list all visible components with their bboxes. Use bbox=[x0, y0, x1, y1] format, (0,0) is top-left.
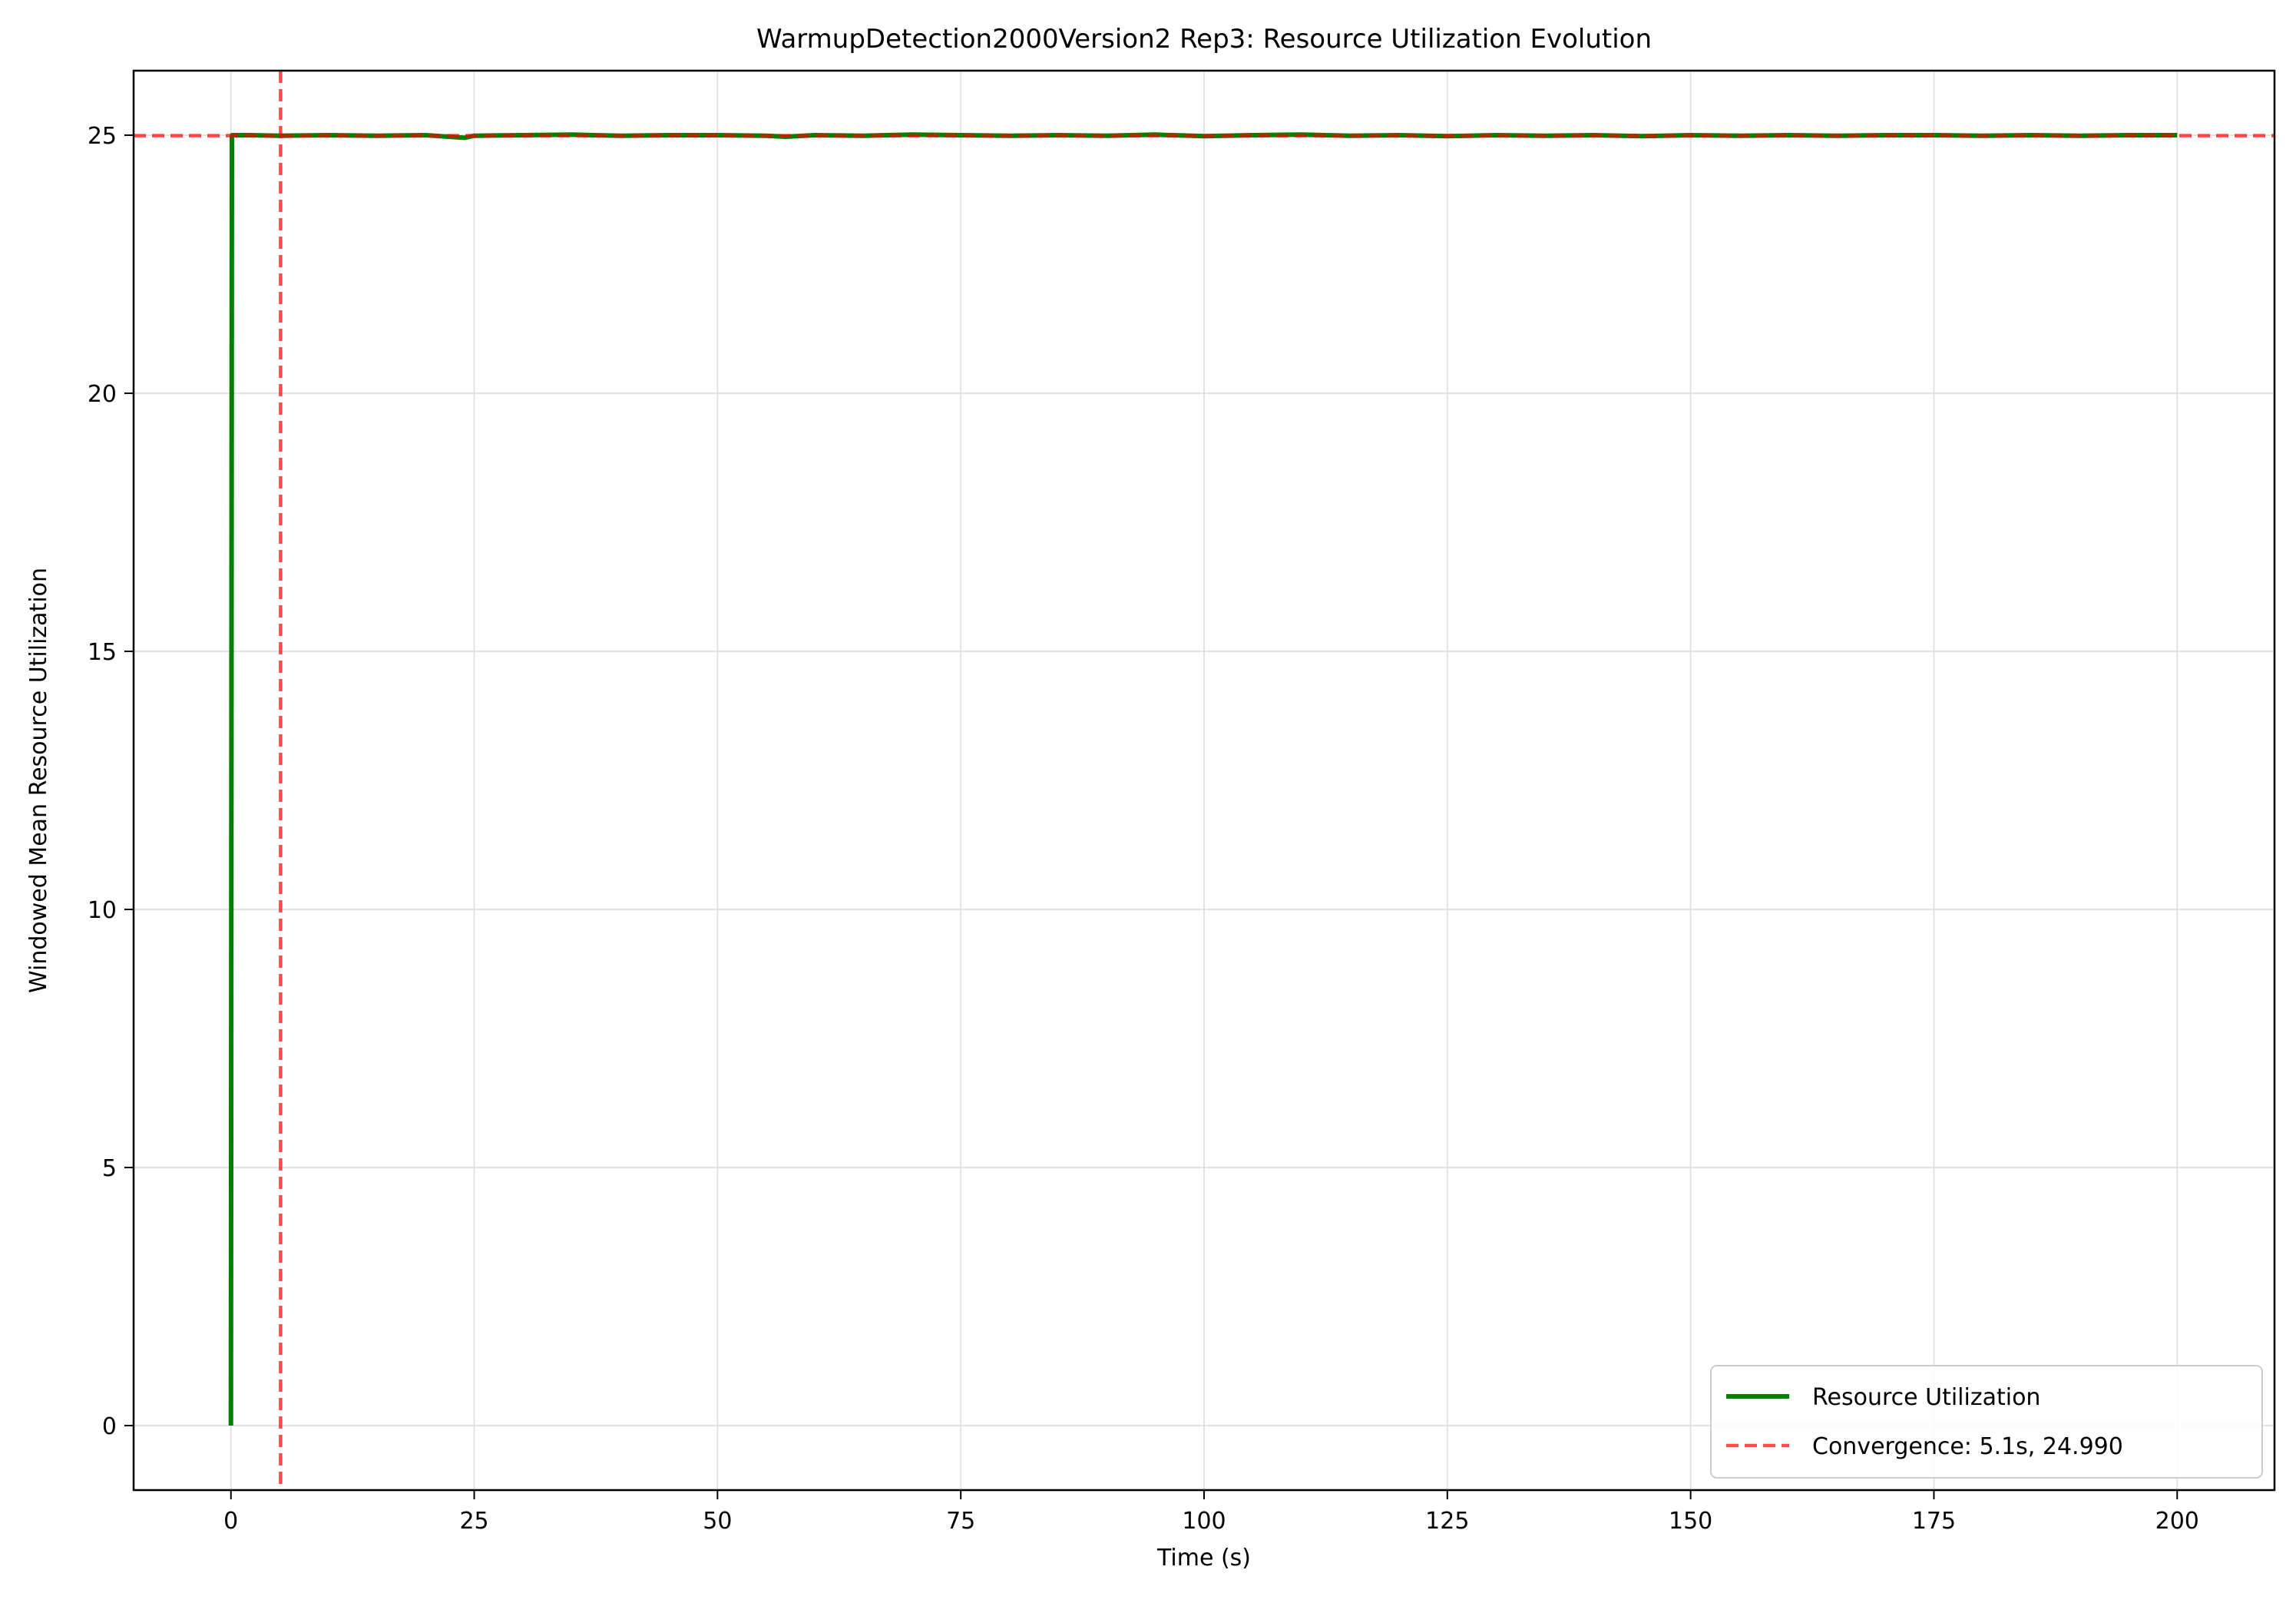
legend-label: Resource Utilization bbox=[1812, 1384, 2040, 1411]
legend-box bbox=[1710, 1365, 2263, 1479]
y-axis: 0 5 10 15 20 25 bbox=[88, 123, 134, 1440]
x-tick-label: 50 bbox=[703, 1508, 732, 1535]
y-tick-label: 15 bbox=[88, 639, 117, 666]
y-tick-label: 5 bbox=[102, 1155, 117, 1182]
y-tick-label: 25 bbox=[88, 123, 117, 150]
x-tick-label: 100 bbox=[1182, 1508, 1226, 1535]
x-tick-label: 125 bbox=[1425, 1508, 1469, 1535]
x-tick-label: 150 bbox=[1669, 1508, 1712, 1535]
y-tick-label: 20 bbox=[88, 381, 117, 408]
y-tick-label: 10 bbox=[88, 897, 117, 924]
y-tick-label: 0 bbox=[102, 1413, 117, 1440]
x-axis: 0 25 50 75 100 125 150 175 200 bbox=[223, 1490, 2199, 1535]
legend: Resource Utilization Convergence: 5.1s, 2… bbox=[1710, 1365, 2263, 1479]
x-tick-label: 25 bbox=[459, 1508, 488, 1535]
x-tick-label: 0 bbox=[223, 1508, 238, 1535]
x-tick-label: 75 bbox=[946, 1508, 975, 1535]
x-tick-label: 175 bbox=[1912, 1508, 1956, 1535]
legend-label: Convergence: 5.1s, 24.990 bbox=[1812, 1433, 2123, 1460]
plot-series-group bbox=[134, 71, 2274, 1490]
chart-title: WarmupDetection2000Version2 Rep3: Resour… bbox=[756, 24, 1652, 55]
x-tick-label: 200 bbox=[2155, 1508, 2199, 1535]
x-axis-label: Time (s) bbox=[1156, 1545, 1251, 1572]
plot-area bbox=[134, 71, 2274, 1490]
y-axis-label: Windowed Mean Resource Utilization bbox=[25, 568, 52, 993]
